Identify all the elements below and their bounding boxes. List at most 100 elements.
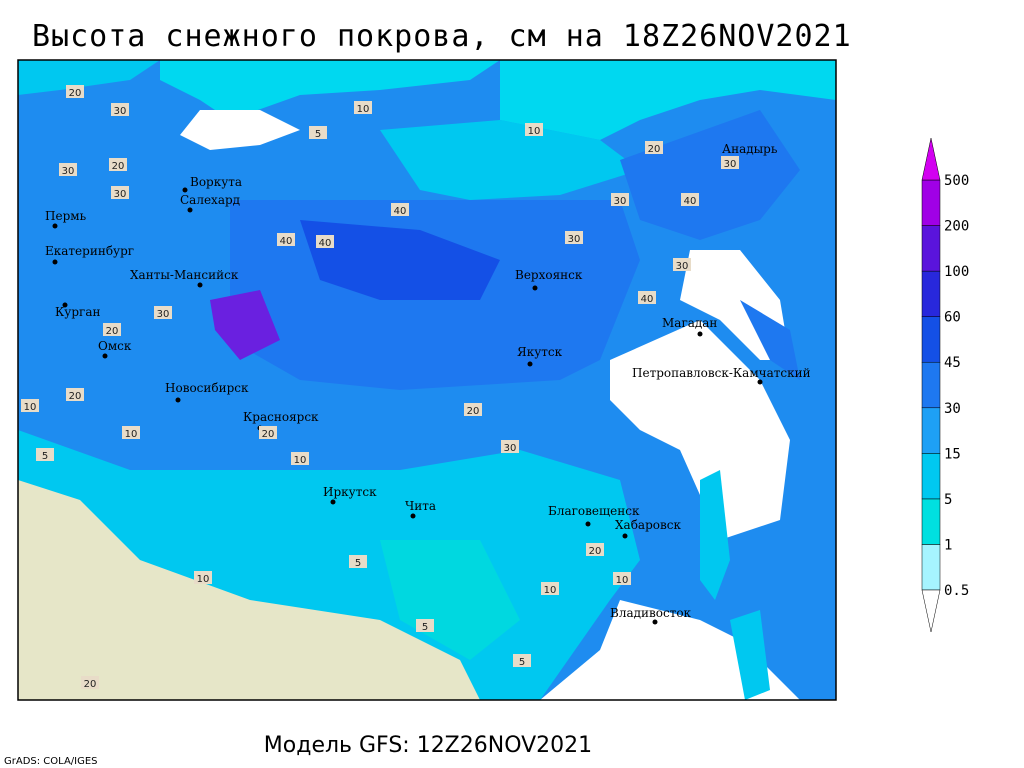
city-label: Чита <box>405 499 436 513</box>
contour-label: 20 <box>69 391 82 402</box>
contour-label: 30 <box>157 309 170 320</box>
contour-label-box <box>464 403 482 416</box>
chukotka <box>620 110 800 240</box>
contour-label-box <box>111 186 129 199</box>
contour-label-box <box>66 388 84 401</box>
city-dot <box>187 207 193 213</box>
city-dot <box>622 533 628 539</box>
contour-label: 5 <box>355 558 361 569</box>
city-label: Верхоянск <box>515 268 583 282</box>
contour-label: 10 <box>294 455 307 466</box>
contour-label-box <box>316 235 334 248</box>
city-label: Анадырь <box>722 142 778 156</box>
arctic-ice <box>160 60 500 120</box>
city-dot <box>757 379 763 385</box>
contour-label: 30 <box>614 196 627 207</box>
city-dot <box>697 331 703 337</box>
contour-label: 40 <box>641 294 654 305</box>
contour-label-box <box>681 193 699 206</box>
map <box>17 59 837 701</box>
legend-label: 15 <box>944 446 961 462</box>
contour-label-box <box>721 156 739 169</box>
contour-label: 5 <box>315 129 321 140</box>
contour-label-box <box>81 676 99 689</box>
contour-label: 20 <box>467 406 480 417</box>
city-label: Салехард <box>180 193 240 207</box>
contour-label-box <box>59 163 77 176</box>
contour-label-box <box>638 291 656 304</box>
city-label: Красноярск <box>243 410 319 424</box>
contour-label-box <box>103 323 121 336</box>
contour-label-box <box>66 85 84 98</box>
credit: GrADS: COLA/IGES <box>4 756 98 767</box>
contour-label: 10 <box>125 429 138 440</box>
city-dot <box>102 353 108 359</box>
sea-of-okhotsk <box>610 320 790 540</box>
contour-label: 5 <box>422 622 428 633</box>
city-label: Екатеринбург <box>45 244 134 258</box>
contour-label: 10 <box>528 126 541 137</box>
contour-label: 20 <box>112 161 125 172</box>
contour-label: 10 <box>197 574 210 585</box>
kazakhstan-mongolia <box>18 480 480 700</box>
city-dot <box>62 302 68 308</box>
contour-label-box <box>611 193 629 206</box>
contour-label-box <box>291 452 309 465</box>
title: Высота снежного покрова, см на 18Z26NOV2… <box>32 19 852 54</box>
contour-label-box <box>354 101 372 114</box>
city-label: Иркутск <box>323 485 377 499</box>
contour-label-box <box>111 103 129 116</box>
contour-label-box <box>586 543 604 556</box>
legend-band <box>921 316 941 363</box>
contour-label-box <box>391 203 409 216</box>
contour-label: 40 <box>684 196 697 207</box>
city-dot <box>527 361 533 367</box>
contour-label: 20 <box>589 546 602 557</box>
contour-label-box <box>416 619 434 632</box>
legend-band <box>921 544 941 591</box>
contour-label-box <box>501 440 519 453</box>
legend-band <box>921 225 941 272</box>
legend-label: 500 <box>944 173 969 189</box>
contour-label-box <box>21 399 39 412</box>
contour-label: 40 <box>319 238 332 249</box>
contour-label: 20 <box>262 429 275 440</box>
legend-band <box>921 498 941 545</box>
legend-band <box>921 407 941 454</box>
city-label: Курган <box>55 305 100 319</box>
legend-under <box>921 589 941 633</box>
contour-label-box <box>541 582 559 595</box>
contour-label-box <box>194 571 212 584</box>
contour-label: 20 <box>106 326 119 337</box>
city-label: Магадан <box>662 316 717 330</box>
east-sea <box>500 60 836 140</box>
legend-over <box>921 137 941 181</box>
legend-band <box>921 270 941 317</box>
contour-label: 10 <box>357 104 370 115</box>
hokkaido <box>730 610 770 700</box>
legend-label: 45 <box>944 355 961 371</box>
contour-label: 30 <box>676 261 689 272</box>
city-dot <box>52 223 58 229</box>
contour-label: 40 <box>280 236 293 247</box>
interior-core <box>300 220 500 300</box>
contour-label-box <box>277 233 295 246</box>
legend-band <box>921 179 941 226</box>
city-label: Воркута <box>190 175 242 189</box>
legend-band <box>921 453 941 500</box>
mongolia-snow <box>380 540 520 660</box>
legend-label: 60 <box>944 310 961 326</box>
urals-max <box>210 290 280 360</box>
contour-label-box <box>109 158 127 171</box>
contour-label: 30 <box>504 443 517 454</box>
contour-label-box <box>349 555 367 568</box>
legend-band <box>921 361 941 409</box>
legend-label: 5 <box>944 492 952 508</box>
city-dot <box>182 187 188 193</box>
city-label: Хабаровск <box>615 518 681 532</box>
contour-label-box <box>309 126 327 139</box>
city-label: Якутск <box>517 345 563 359</box>
contour-label-box <box>513 654 531 667</box>
